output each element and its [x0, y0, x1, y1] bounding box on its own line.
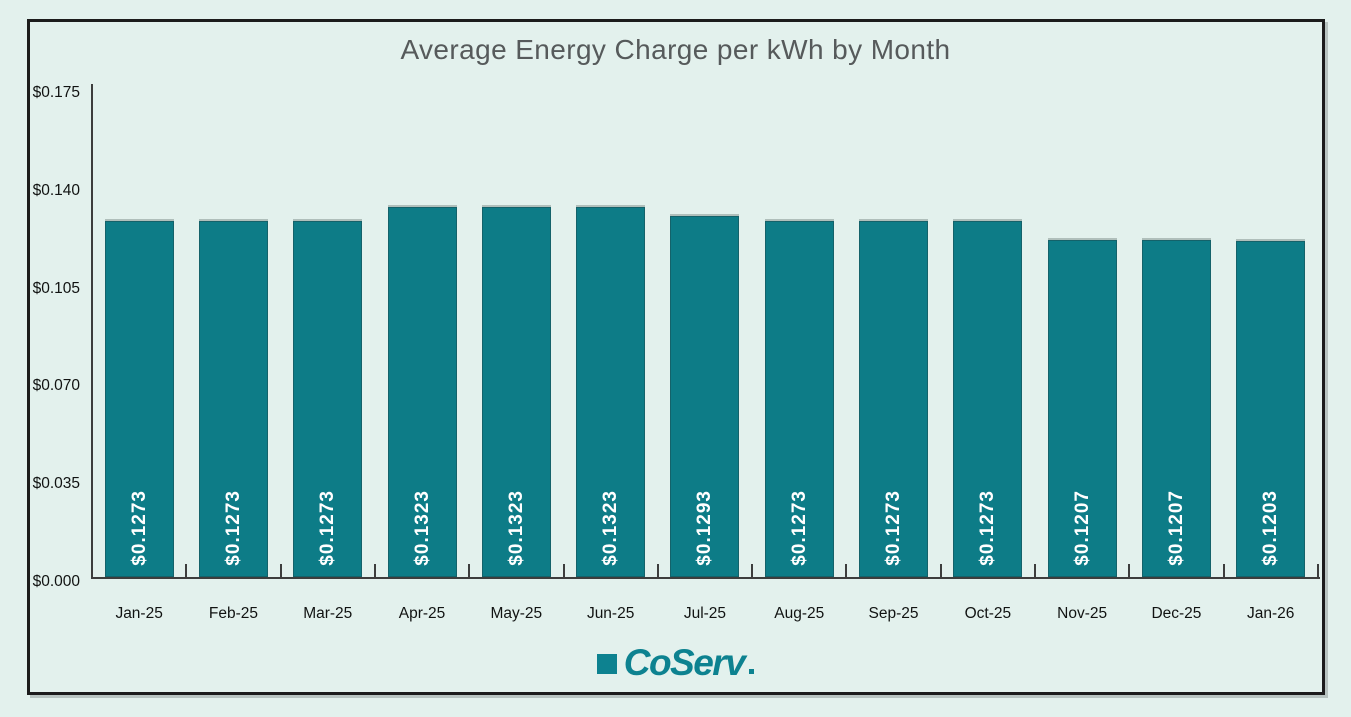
bar-Jun-25: $0.1323 — [576, 207, 645, 577]
bar-Apr-25: $0.1323 — [388, 207, 457, 577]
logo-square-icon — [596, 654, 617, 674]
bar-value-label-wrap: $0.1273 — [106, 490, 173, 566]
bar-Jul-25: $0.1293 — [670, 216, 739, 577]
y-axis-tick-label: $0.070 — [32, 377, 80, 395]
x-axis-category-label: Dec-25 — [1151, 605, 1202, 622]
bar-value-label: $0.1207 — [1071, 490, 1093, 566]
x-axis-category-label: Oct-25 — [964, 605, 1012, 622]
bar-value-label-wrap: $0.1323 — [577, 490, 644, 566]
x-axis-tick-mark — [280, 564, 282, 578]
bar-value-label: $0.1207 — [1165, 490, 1187, 566]
x-axis-tick-mark — [751, 564, 753, 578]
bar-Sep-25: $0.1273 — [859, 221, 928, 577]
x-axis-category-label: Jun-25 — [586, 605, 635, 622]
y-axis-tick-label: $0.035 — [32, 475, 80, 493]
bar-value-label-wrap: $0.1323 — [389, 490, 456, 566]
x-axis-category-label: Mar-25 — [303, 605, 353, 622]
bar-value-label: $0.1273 — [128, 490, 150, 566]
x-axis-category-label: Jan-26 — [1247, 605, 1295, 622]
bar-value-label-wrap: $0.1273 — [294, 490, 361, 566]
bar-value-label: $0.1323 — [411, 490, 433, 566]
x-axis-category-label: Nov-25 — [1057, 605, 1108, 622]
bar-value-label-wrap: $0.1207 — [1143, 490, 1210, 566]
bar-Jan-26: $0.1203 — [1236, 241, 1305, 577]
bar-value-label-wrap: $0.1203 — [1237, 490, 1304, 566]
x-axis-category-label: Sep-25 — [868, 605, 919, 622]
y-axis-tick-label: $0.000 — [32, 573, 80, 590]
bar-value-label-wrap: $0.1293 — [671, 490, 738, 566]
x-axis-category-label: Jan-25 — [115, 605, 163, 622]
bar-value-label: $0.1273 — [788, 490, 810, 566]
bar-value-label-wrap: $0.1273 — [200, 490, 267, 566]
x-axis-tick-mark — [657, 564, 659, 578]
bar-value-label-wrap: $0.1273 — [860, 490, 927, 566]
bar-value-label: $0.1273 — [882, 490, 904, 566]
x-axis-tick-mark — [374, 564, 376, 578]
x-axis-tick-mark — [563, 564, 565, 578]
bar-value-label: $0.1273 — [316, 490, 338, 566]
bar-value-label-wrap: $0.1323 — [483, 490, 550, 566]
bar-value-label: $0.1323 — [505, 490, 527, 566]
x-axis-tick-mark — [185, 564, 187, 578]
bar-Oct-25: $0.1273 — [953, 221, 1022, 577]
x-axis-category-label: Aug-25 — [774, 605, 825, 622]
bar-value-label: $0.1203 — [1259, 490, 1281, 566]
x-axis-tick-mark — [1317, 564, 1319, 578]
x-axis-line — [91, 577, 1320, 579]
bar-value-label-wrap: $0.1273 — [766, 490, 833, 566]
x-axis-category-label: Feb-25 — [208, 605, 258, 622]
coserv-logo: CoServ — [0, 642, 1351, 683]
bar-Aug-25: $0.1273 — [765, 221, 834, 577]
x-axis-tick-mark — [468, 564, 470, 578]
bar-Jan-25: $0.1273 — [105, 221, 174, 577]
logo-dot-icon — [749, 669, 755, 674]
bar-value-label: $0.1293 — [693, 490, 715, 566]
x-axis-tick-mark — [940, 564, 942, 578]
x-axis-category-label: May-25 — [490, 605, 543, 622]
x-axis-category-label: Jul-25 — [683, 605, 727, 622]
bar-Mar-25: $0.1273 — [293, 221, 362, 577]
x-axis-tick-mark — [845, 564, 847, 578]
y-axis-tick-label: $0.140 — [32, 181, 80, 199]
logo-text: CoServ — [623, 642, 746, 683]
chart-title: Average Energy Charge per kWh by Month — [400, 34, 951, 65]
bar-value-label: $0.1323 — [599, 490, 621, 566]
bar-Nov-25: $0.1207 — [1048, 240, 1117, 577]
x-axis-tick-mark — [1034, 564, 1036, 578]
chart-frame-border — [27, 19, 1325, 695]
y-axis-tick-label: $0.105 — [32, 279, 80, 297]
bar-May-25: $0.1323 — [482, 207, 551, 577]
bar-value-label-wrap: $0.1207 — [1049, 490, 1116, 566]
bar-value-label-wrap: $0.1273 — [954, 490, 1021, 566]
x-axis-category-label: Apr-25 — [398, 605, 446, 622]
bar-Feb-25: $0.1273 — [199, 221, 268, 577]
bar-Dec-25: $0.1207 — [1142, 240, 1211, 577]
x-axis-tick-mark — [1223, 564, 1225, 578]
bar-value-label: $0.1273 — [222, 490, 244, 566]
y-axis-line — [91, 84, 93, 578]
x-axis-tick-mark — [1128, 564, 1130, 578]
bar-value-label: $0.1273 — [976, 490, 998, 566]
y-axis-tick-label: $0.175 — [32, 84, 80, 102]
